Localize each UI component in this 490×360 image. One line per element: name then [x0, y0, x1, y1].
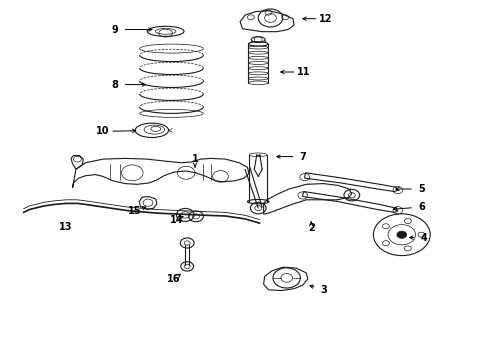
Text: 11: 11 — [297, 67, 311, 77]
Text: 3: 3 — [320, 285, 327, 295]
Text: 1: 1 — [192, 154, 198, 164]
Text: 16: 16 — [167, 274, 181, 284]
Circle shape — [397, 231, 407, 238]
Text: 5: 5 — [418, 184, 425, 194]
Text: 10: 10 — [96, 126, 110, 136]
Text: 8: 8 — [112, 80, 119, 90]
Text: 7: 7 — [299, 152, 306, 162]
Text: 12: 12 — [319, 14, 333, 24]
Text: 15: 15 — [128, 206, 142, 216]
Text: 2: 2 — [308, 222, 315, 233]
Text: 13: 13 — [59, 222, 73, 232]
Text: 4: 4 — [420, 233, 427, 243]
Text: 6: 6 — [418, 202, 425, 212]
Text: 14: 14 — [170, 215, 183, 225]
Text: 9: 9 — [112, 24, 119, 35]
